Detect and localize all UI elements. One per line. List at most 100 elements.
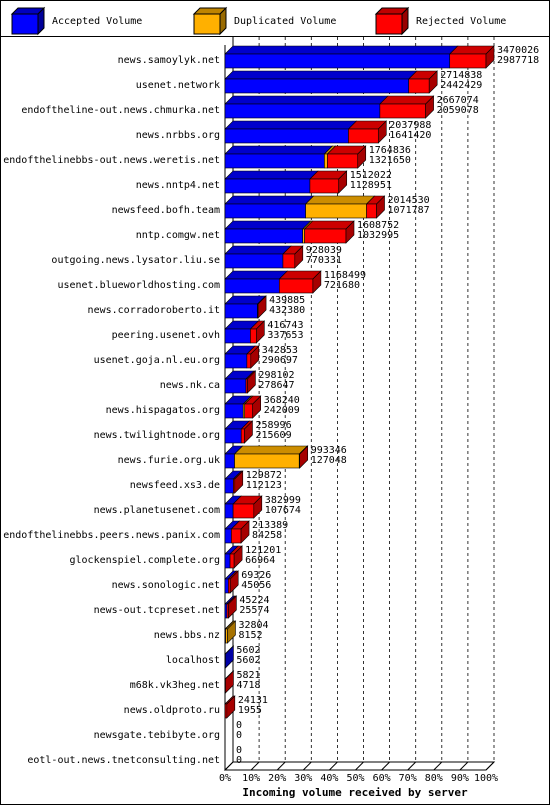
category-label: localhost bbox=[166, 655, 220, 666]
x-tick-label: 40% bbox=[320, 773, 338, 784]
bar-side bbox=[250, 345, 260, 369]
accepted-label: 0 bbox=[236, 755, 242, 766]
bar bbox=[224, 328, 251, 344]
bar-segment bbox=[224, 145, 334, 169]
category-label: news-out.tcpreset.net bbox=[94, 605, 220, 616]
bar-side bbox=[240, 520, 250, 544]
bar-side bbox=[345, 220, 355, 244]
bar bbox=[246, 353, 252, 369]
total-label: 1168499 bbox=[324, 270, 366, 281]
bar-segment bbox=[278, 270, 322, 294]
bar-top bbox=[224, 145, 334, 155]
bar-top bbox=[224, 220, 312, 230]
accepted-label: 0 bbox=[236, 730, 242, 741]
legend-swatch bbox=[193, 13, 221, 35]
x-tick-label: 70% bbox=[399, 773, 417, 784]
category-label: usenet.network bbox=[136, 80, 220, 91]
legend-swatch bbox=[11, 13, 39, 35]
category-label: newsfeed.xs3.de bbox=[130, 480, 220, 491]
total-label: 258996 bbox=[255, 420, 291, 431]
x-tick-label: 0% bbox=[219, 773, 231, 784]
bar bbox=[224, 478, 234, 494]
category-label: news.furie.org.uk bbox=[118, 455, 220, 466]
category-label: usenet.goja.nl.eu.org bbox=[94, 355, 220, 366]
category-label: news.planetusenet.com bbox=[94, 505, 220, 516]
bar-segment bbox=[407, 70, 438, 94]
bar-top bbox=[304, 195, 376, 205]
total-label: 2014530 bbox=[388, 195, 430, 206]
x-tick bbox=[250, 761, 260, 771]
bar bbox=[224, 453, 235, 469]
accepted-label: 242009 bbox=[264, 405, 300, 416]
x-tick bbox=[485, 761, 495, 771]
bar-top bbox=[224, 45, 459, 55]
category-label: endofthelinebbs.peers.news.panix.com bbox=[3, 530, 220, 541]
bar-side bbox=[425, 95, 434, 119]
bar bbox=[250, 328, 257, 344]
bar bbox=[224, 128, 349, 144]
bar-side bbox=[244, 420, 253, 444]
accepted-label: 1955 bbox=[238, 705, 262, 716]
bar-side bbox=[225, 645, 234, 669]
accepted-label: 112123 bbox=[246, 480, 282, 491]
category-label: outgoing.news.lysator.liu.se bbox=[51, 255, 220, 266]
bar bbox=[224, 278, 280, 294]
accepted-label: 1071787 bbox=[388, 205, 430, 216]
bar-side bbox=[227, 620, 236, 644]
accepted-label: 8152 bbox=[238, 630, 262, 641]
bar bbox=[366, 203, 377, 219]
bar-top bbox=[224, 120, 358, 130]
bar-top bbox=[224, 95, 389, 105]
bar-segment bbox=[224, 295, 267, 319]
bar-segment bbox=[224, 270, 289, 294]
category-label: m68k.vk3heg.net bbox=[130, 680, 220, 691]
bar-top bbox=[379, 95, 435, 105]
category-label: news.samoylyk.net bbox=[118, 55, 220, 66]
bar-side bbox=[226, 695, 236, 719]
bar bbox=[224, 503, 234, 519]
accepted-label: 66964 bbox=[245, 555, 275, 566]
bar bbox=[324, 153, 328, 169]
bar-side bbox=[234, 470, 244, 494]
category-label: endofthelinebbs-out.news.weretis.net bbox=[3, 155, 220, 166]
accepted-label: 1032995 bbox=[357, 230, 399, 241]
bar bbox=[408, 78, 430, 94]
total-label: 1608752 bbox=[357, 220, 399, 231]
bar-segment bbox=[232, 495, 263, 519]
total-label: 342853 bbox=[262, 345, 298, 356]
bar-segment bbox=[224, 45, 459, 69]
bar bbox=[449, 53, 487, 69]
bar-side bbox=[247, 370, 256, 394]
bar-side bbox=[257, 295, 267, 319]
category-label: eotl-out.news.tnetconsulting.net bbox=[27, 755, 220, 766]
bar-side bbox=[228, 595, 237, 619]
bar-segment bbox=[224, 170, 319, 194]
total-label: 32804 bbox=[238, 620, 268, 631]
total-label: 69326 bbox=[241, 570, 271, 581]
bar bbox=[224, 303, 258, 319]
bar-segment bbox=[326, 145, 367, 169]
accepted-label: 84258 bbox=[252, 530, 282, 541]
bar bbox=[224, 253, 284, 269]
total-label: 298102 bbox=[258, 370, 294, 381]
category-label: newsfeed.bofh.team bbox=[112, 205, 220, 216]
total-label: 368240 bbox=[264, 395, 300, 406]
bar bbox=[224, 53, 451, 69]
total-label: 121201 bbox=[245, 545, 281, 556]
total-label: 3470026 bbox=[497, 45, 539, 56]
x-tick bbox=[276, 761, 286, 771]
legend-swatch bbox=[375, 13, 403, 35]
bar-segment bbox=[224, 120, 358, 144]
bar-segment bbox=[224, 70, 418, 94]
x-tick-label: 60% bbox=[373, 773, 391, 784]
bar-side bbox=[256, 320, 265, 344]
bar bbox=[224, 103, 381, 119]
bar bbox=[304, 228, 347, 244]
bar-side bbox=[294, 245, 304, 269]
bar bbox=[224, 403, 244, 419]
category-label: endoftheline-out.news.chmurka.net bbox=[21, 105, 220, 116]
bar-side bbox=[229, 570, 239, 594]
category-label: peering.usenet.ovh bbox=[112, 330, 220, 341]
bar-side bbox=[299, 445, 309, 469]
